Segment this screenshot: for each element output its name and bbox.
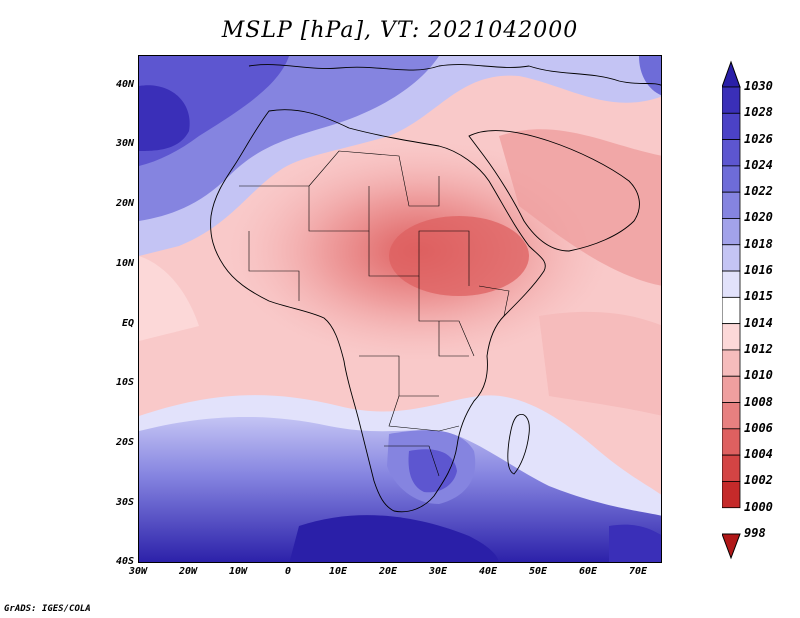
x-label-70e: 70E	[628, 566, 648, 577]
south-high-core	[289, 515, 499, 562]
y-label-30n: 30N	[115, 138, 134, 149]
colorbar-label: 1022	[744, 184, 773, 199]
northeast-blue	[639, 56, 661, 96]
southern-africa-core	[408, 449, 457, 493]
arabia-low	[499, 129, 661, 286]
x-label-10w: 10W	[228, 566, 248, 577]
y-label-10n: 10N	[115, 258, 134, 269]
north-high-core	[139, 85, 190, 151]
x-label-10e: 10E	[328, 566, 348, 577]
colorbar-label: 1012	[744, 341, 773, 356]
colorbar-cell	[722, 270, 741, 298]
west-coastal-band	[139, 256, 199, 341]
colorbar-label: 1010	[744, 368, 773, 383]
colorbar-label: 1026	[744, 131, 773, 146]
y-label-20s: 20S	[115, 437, 134, 448]
pressure-field-map	[139, 56, 661, 562]
x-label-20w: 20W	[178, 566, 198, 577]
colorbar-label: 1000	[744, 499, 773, 514]
sahel-core	[389, 216, 529, 296]
colorbar-label: 1015	[744, 289, 773, 304]
colorbar-label: 998	[744, 526, 766, 540]
y-label-20n: 20N	[115, 198, 134, 209]
colorbar-label: 1018	[744, 236, 773, 251]
southeast-high-core	[609, 524, 661, 562]
y-label-eq: EQ	[121, 318, 134, 329]
colorbar-cell	[722, 481, 741, 509]
south-high	[139, 416, 661, 562]
colorbar-label: 1024	[744, 157, 773, 172]
colorbar-label: 1030	[744, 79, 773, 93]
x-label-0: 0	[284, 566, 292, 577]
x-label-30w: 30W	[128, 566, 148, 577]
colorbar-label: 1006	[744, 420, 773, 435]
y-label-30s: 30S	[115, 497, 134, 508]
indian-ocean-region	[539, 311, 661, 416]
x-label-30e: 30E	[428, 566, 448, 577]
x-label-20e: 20E	[378, 566, 398, 577]
colorbar-label: 1014	[744, 315, 773, 330]
colorbar-label: 1016	[744, 263, 773, 278]
colorbar-cell	[722, 112, 741, 140]
colorbar	[722, 60, 741, 560]
colorbar-label: 1008	[744, 394, 773, 409]
x-label-60e: 60E	[578, 566, 598, 577]
colorbar-cells	[722, 86, 741, 509]
colorbar-label: 1020	[744, 210, 773, 225]
colorbar-label: 1004	[744, 447, 773, 462]
colorbar-cell	[722, 218, 741, 246]
map-title: MSLP [hPa], VT: 2021042000	[221, 18, 579, 43]
colorbar-cell	[722, 402, 741, 430]
colorbar-label: 1002	[744, 473, 773, 488]
x-label-40e: 40E	[478, 566, 498, 577]
colorbar-cell	[722, 454, 741, 482]
x-label-50e: 50E	[528, 566, 548, 577]
colorbar-top-arrow	[722, 60, 741, 88]
colorbar-cell	[722, 244, 741, 272]
colorbar-cell	[722, 139, 741, 167]
colorbar-cell	[722, 428, 741, 456]
colorbar-cell	[722, 375, 741, 403]
colorbar-cell	[722, 349, 741, 377]
y-label-40n: 40N	[115, 79, 134, 90]
y-label-10s: 10S	[115, 377, 134, 388]
colorbar-bottom-arrow	[722, 533, 741, 560]
map-plot-area	[138, 55, 662, 563]
colorbar-cell	[722, 323, 741, 351]
colorbar-cell	[722, 165, 741, 193]
country-borders	[239, 150, 510, 477]
footer-credit: GrADS: IGES/COLA	[4, 604, 91, 614]
colorbar-cell	[722, 296, 741, 325]
coastlines	[210, 64, 661, 513]
y-label-40s: 40S	[115, 556, 134, 567]
colorbar-label: 1028	[744, 105, 773, 120]
colorbar-cell	[722, 86, 741, 114]
colorbar-cell	[722, 191, 741, 219]
